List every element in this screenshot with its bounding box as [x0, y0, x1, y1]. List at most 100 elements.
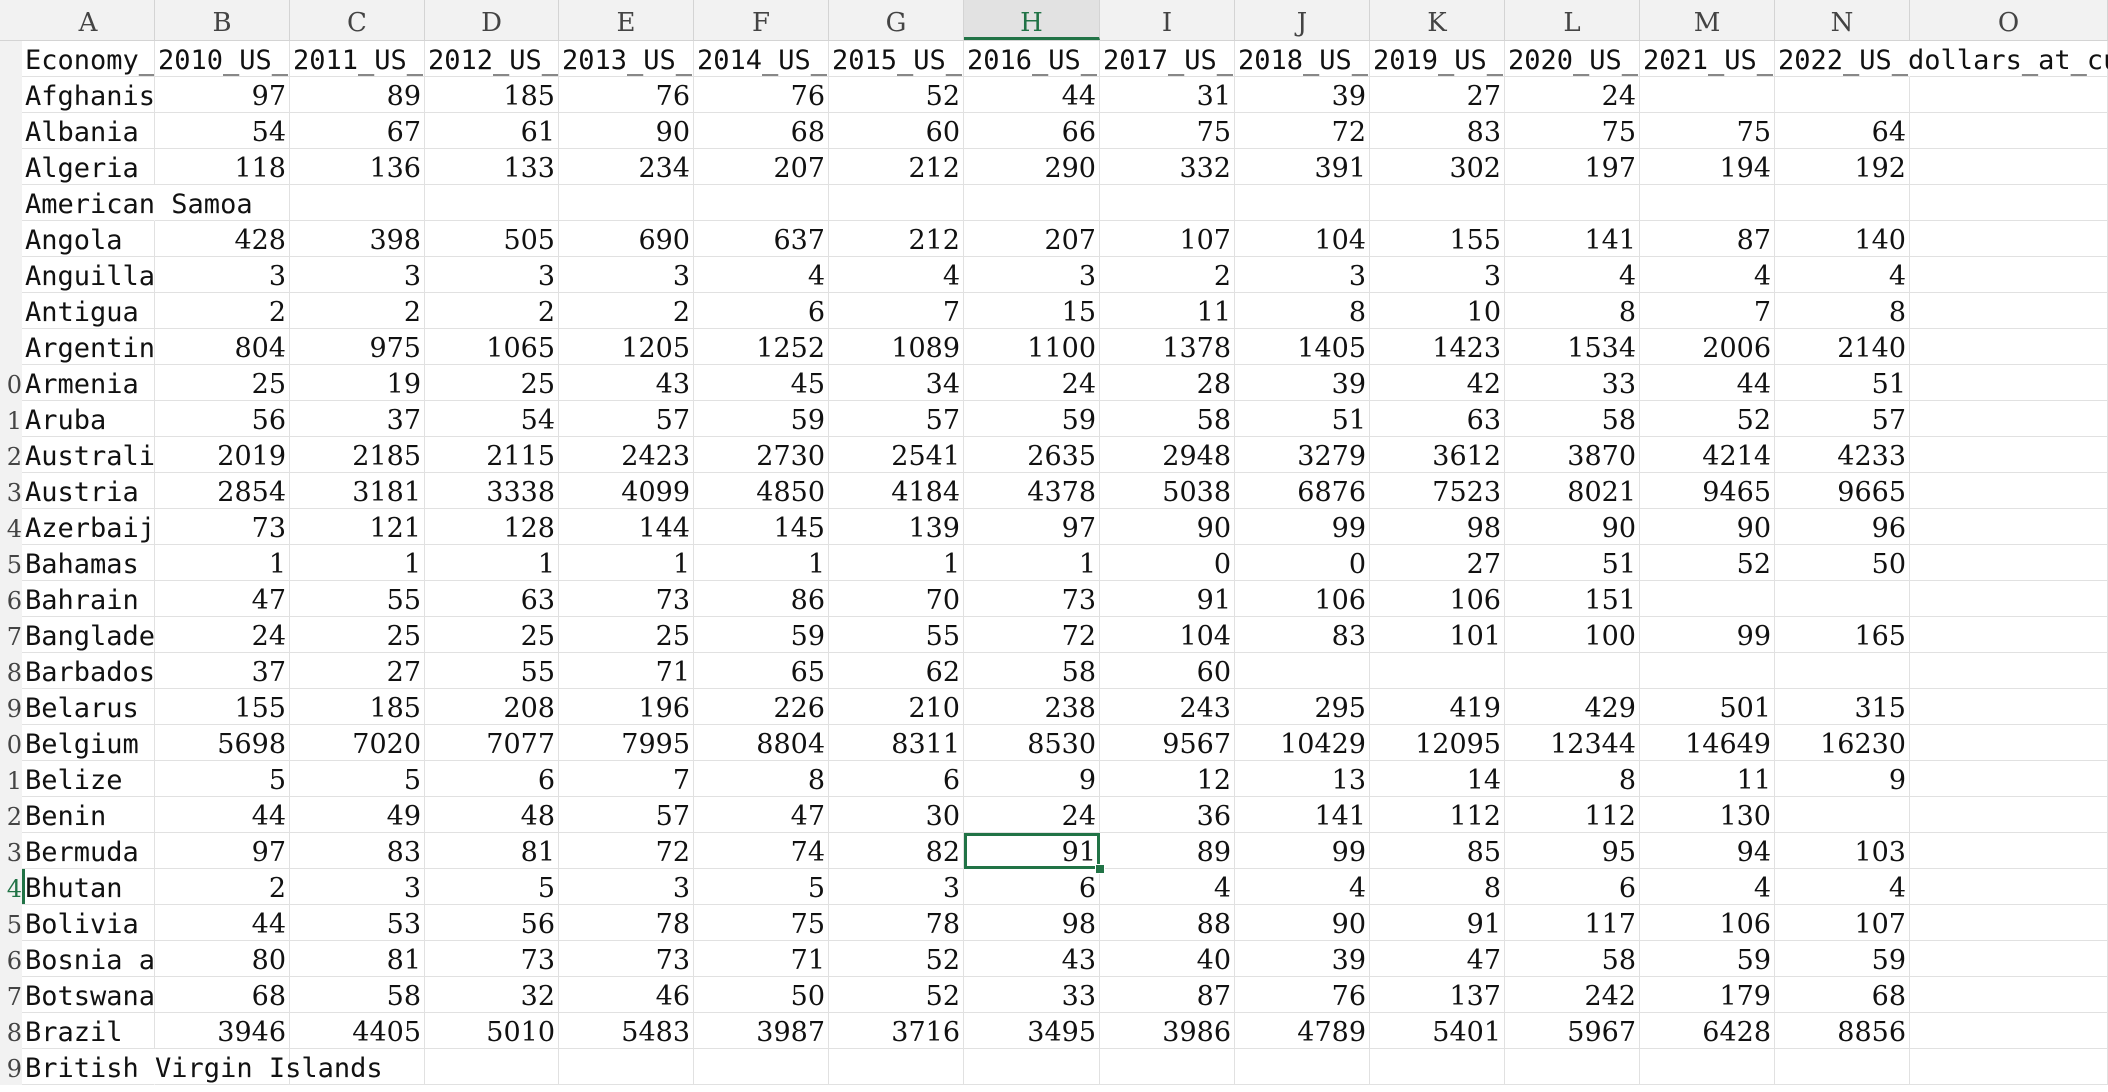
data-cell[interactable]: 4 — [1775, 869, 1910, 905]
data-cell[interactable]: 6 — [964, 869, 1100, 905]
data-cell[interactable]: 99 — [1235, 833, 1370, 869]
data-cell[interactable]: 14 — [1370, 761, 1505, 797]
data-cell[interactable]: 40 — [1100, 941, 1235, 977]
header-cell[interactable]: 2020_US_c — [1505, 41, 1640, 77]
data-cell[interactable]: 3279 — [1235, 437, 1370, 473]
data-cell[interactable]: 97 — [964, 509, 1100, 545]
data-cell[interactable]: 82 — [829, 833, 964, 869]
data-cell[interactable]: 73 — [559, 941, 694, 977]
row-header[interactable] — [0, 113, 22, 149]
data-cell[interactable]: 5483 — [559, 1013, 694, 1049]
data-cell[interactable]: 3338 — [425, 473, 559, 509]
row-label-cell[interactable]: Aruba — [22, 401, 155, 437]
data-cell[interactable]: 13 — [1235, 761, 1370, 797]
data-cell[interactable]: 87 — [1100, 977, 1235, 1013]
empty-cell[interactable] — [1910, 185, 2108, 221]
data-cell[interactable]: 2 — [559, 293, 694, 329]
header-cell[interactable]: 2012_US_c — [425, 41, 559, 77]
data-cell[interactable]: 3946 — [155, 1013, 290, 1049]
header-cell[interactable]: Economy_I — [22, 41, 155, 77]
empty-cell[interactable] — [1910, 725, 2108, 761]
data-cell[interactable]: 9567 — [1100, 725, 1235, 761]
empty-cell[interactable] — [1910, 581, 2108, 617]
data-cell[interactable]: 4405 — [290, 1013, 425, 1049]
row-header[interactable]: 7 — [0, 617, 22, 653]
data-cell[interactable]: 39 — [1235, 365, 1370, 401]
data-cell[interactable]: 112 — [1505, 797, 1640, 833]
empty-cell[interactable] — [1910, 761, 2108, 797]
row-header[interactable] — [0, 293, 22, 329]
data-cell[interactable]: 3 — [1370, 257, 1505, 293]
data-cell[interactable]: 6 — [425, 761, 559, 797]
data-cell[interactable]: 136 — [290, 149, 425, 185]
data-cell[interactable]: 66 — [964, 113, 1100, 149]
data-cell[interactable]: 107 — [1775, 905, 1910, 941]
empty-cell[interactable] — [1910, 257, 2108, 293]
data-cell[interactable]: 1 — [290, 545, 425, 581]
row-header[interactable]: 3 — [0, 833, 22, 869]
data-cell[interactable]: 83 — [290, 833, 425, 869]
data-cell[interactable]: 1205 — [559, 329, 694, 365]
data-cell[interactable]: 4184 — [829, 473, 964, 509]
data-cell[interactable]: 61 — [425, 113, 559, 149]
data-cell[interactable]: 117 — [1505, 905, 1640, 941]
data-cell[interactable]: 45 — [694, 365, 829, 401]
data-cell[interactable]: 34 — [829, 365, 964, 401]
data-cell[interactable]: 302 — [1370, 149, 1505, 185]
data-cell[interactable]: 3 — [829, 869, 964, 905]
data-cell[interactable]: 8 — [1370, 869, 1505, 905]
data-cell[interactable]: 130 — [1640, 797, 1775, 833]
column-header-k[interactable]: K — [1370, 0, 1505, 40]
data-cell[interactable]: 11 — [1640, 761, 1775, 797]
column-header-h[interactable]: H — [964, 0, 1100, 40]
empty-cell[interactable] — [1910, 1013, 2108, 1049]
data-cell[interactable]: 212 — [829, 149, 964, 185]
data-cell[interactable]: 72 — [559, 833, 694, 869]
data-cell[interactable]: 3986 — [1100, 1013, 1235, 1049]
data-cell[interactable] — [964, 1049, 1100, 1085]
data-cell[interactable]: 6 — [829, 761, 964, 797]
data-cell[interactable]: 90 — [1235, 905, 1370, 941]
data-cell[interactable]: 52 — [829, 77, 964, 113]
column-header-c[interactable]: C — [290, 0, 425, 40]
column-header-f[interactable]: F — [694, 0, 829, 40]
data-cell[interactable]: 5 — [694, 869, 829, 905]
empty-cell[interactable] — [1910, 617, 2108, 653]
data-cell[interactable]: 3 — [425, 257, 559, 293]
row-header[interactable]: 1 — [0, 761, 22, 797]
data-cell[interactable]: 95 — [1505, 833, 1640, 869]
data-cell[interactable]: 2 — [290, 293, 425, 329]
data-cell[interactable]: 2423 — [559, 437, 694, 473]
data-cell[interactable]: 106 — [1640, 905, 1775, 941]
data-cell[interactable]: 100 — [1505, 617, 1640, 653]
data-cell[interactable]: 24 — [155, 617, 290, 653]
data-cell[interactable] — [1505, 653, 1640, 689]
data-cell[interactable]: 58 — [964, 653, 1100, 689]
data-cell[interactable]: 207 — [964, 221, 1100, 257]
data-cell[interactable]: 428 — [155, 221, 290, 257]
data-cell[interactable]: 94 — [1640, 833, 1775, 869]
data-cell[interactable]: 141 — [1235, 797, 1370, 833]
data-cell[interactable]: 2541 — [829, 437, 964, 473]
header-cell[interactable]: 2022_US_dollars_at_cur — [1775, 41, 2108, 77]
data-cell[interactable]: 8 — [1505, 293, 1640, 329]
header-cell[interactable]: 2019_US_c — [1370, 41, 1505, 77]
data-cell[interactable]: 3 — [1235, 257, 1370, 293]
data-cell[interactable]: 24 — [964, 797, 1100, 833]
header-cell[interactable]: 2016_US_c — [964, 41, 1100, 77]
data-cell[interactable]: 33 — [1505, 365, 1640, 401]
row-label-cell[interactable]: Bahamas — [22, 545, 155, 581]
column-header-l[interactable]: L — [1505, 0, 1640, 40]
data-cell[interactable]: 71 — [694, 941, 829, 977]
data-cell[interactable]: 7523 — [1370, 473, 1505, 509]
data-cell[interactable]: 8021 — [1505, 473, 1640, 509]
data-cell[interactable]: 1252 — [694, 329, 829, 365]
row-header[interactable]: 0 — [0, 725, 22, 761]
data-cell[interactable]: 128 — [425, 509, 559, 545]
data-cell[interactable]: 59 — [1640, 941, 1775, 977]
data-cell[interactable]: 55 — [425, 653, 559, 689]
data-cell[interactable]: 51 — [1235, 401, 1370, 437]
header-cell[interactable]: 2021_US_c — [1640, 41, 1775, 77]
data-cell[interactable]: 53 — [290, 905, 425, 941]
data-cell[interactable]: 429 — [1505, 689, 1640, 725]
